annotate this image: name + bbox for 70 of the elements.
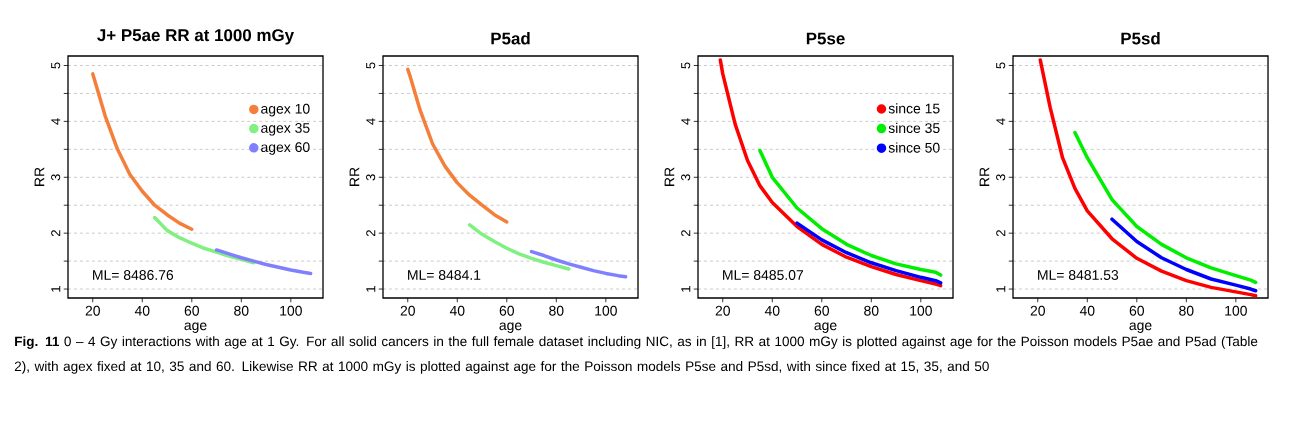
x-tick-label: 100 bbox=[595, 305, 617, 316]
x-axis-title: age bbox=[184, 322, 207, 333]
y-tick-label: 2 bbox=[681, 230, 691, 237]
x-tick-label: 60 bbox=[499, 305, 515, 316]
chart-title: P5sd bbox=[1121, 32, 1160, 45]
legend-label: since 15 bbox=[888, 103, 940, 114]
x-tick-label: 40 bbox=[1079, 305, 1095, 316]
x-tick-label: 80 bbox=[864, 305, 879, 316]
y-axis-title: RR bbox=[664, 167, 675, 186]
y-tick-label: 3 bbox=[681, 174, 691, 181]
y-tick-label: 3 bbox=[366, 174, 376, 181]
y-tick-label: 1 bbox=[681, 286, 691, 292]
y-tick-label: 2 bbox=[996, 230, 1006, 237]
x-axis-title: age bbox=[814, 322, 837, 333]
line-series bbox=[718, 58, 943, 288]
legend-label: agex 60 bbox=[261, 142, 310, 155]
line-series bbox=[406, 67, 509, 224]
legend-label: agex 35 bbox=[261, 122, 310, 136]
annotation: ML= 8484.1 bbox=[408, 270, 481, 280]
line-series bbox=[214, 248, 313, 276]
line-series bbox=[529, 249, 628, 279]
x-tick-label: 100 bbox=[1225, 305, 1247, 316]
x-tick-label: 40 bbox=[449, 305, 465, 316]
y-axis-title: RR bbox=[979, 167, 990, 186]
x-tick-label: 20 bbox=[400, 305, 415, 316]
y-tick-label: 1 bbox=[996, 286, 1006, 292]
x-tick-label: 100 bbox=[280, 305, 302, 316]
y-tick-label: 5 bbox=[996, 62, 1006, 69]
y-tick-label: 3 bbox=[51, 174, 61, 181]
text: Fig. 11 0 – 4 Gy interactions with age at 1 Gy. For all solid cancers in the full female dataset including NIC, as in [1], RR at 1000 mGy is plotted against age for the Poisson models P5ae and P5ad (Table 2), with agex fixed at 10, 35 and 60. Likewise RR at 1000 mGy is plotted against age for the Poisson models P5se and P5sd, with since fixed at 15, 35, and 50 bbox=[14, 336, 1258, 374]
x-tick-label: 60 bbox=[184, 305, 199, 316]
legend-label: since 35 bbox=[888, 122, 940, 134]
line-series bbox=[1038, 58, 1258, 298]
line-series bbox=[467, 223, 571, 271]
y-tick-label: 4 bbox=[681, 118, 691, 125]
y-tick-label: 5 bbox=[51, 62, 61, 69]
chart-title: J+ P5ae RR at 1000 mGy bbox=[97, 29, 294, 45]
annotation: ML= 8481.53 bbox=[1038, 270, 1119, 280]
x-tick-label: 60 bbox=[1129, 305, 1145, 316]
x-tick-label: 20 bbox=[85, 305, 100, 316]
x-tick-label: 80 bbox=[234, 305, 249, 316]
annotation: ML= 8486.76 bbox=[93, 270, 174, 280]
y-tick-label: 4 bbox=[51, 118, 61, 125]
x-tick-label: 60 bbox=[814, 305, 830, 316]
x-tick-label: 40 bbox=[134, 305, 150, 316]
y-tick-label: 1 bbox=[366, 286, 376, 292]
y-tick-label: 1 bbox=[51, 286, 61, 292]
annotation: ML= 8485.07 bbox=[723, 270, 804, 280]
x-tick-label: 20 bbox=[715, 305, 730, 316]
chart-title: P5ad bbox=[491, 32, 530, 45]
y-tick-label: 2 bbox=[51, 230, 61, 237]
legend-label: agex 10 bbox=[261, 103, 310, 117]
y-tick-label: 2 bbox=[366, 230, 376, 237]
y-axis-title: RR bbox=[34, 167, 45, 186]
y-tick-label: 5 bbox=[681, 62, 691, 69]
x-tick-label: 20 bbox=[1030, 305, 1045, 316]
y-axis-title: RR bbox=[349, 167, 360, 186]
chart-title: P5se bbox=[806, 32, 845, 45]
line-series bbox=[91, 72, 194, 231]
x-tick-label: 80 bbox=[1179, 305, 1194, 316]
x-tick-label: 40 bbox=[764, 305, 780, 316]
x-axis-title: age bbox=[499, 322, 522, 333]
y-tick-label: 4 bbox=[996, 118, 1006, 125]
legend-label: since 50 bbox=[888, 142, 940, 153]
y-tick-label: 3 bbox=[996, 174, 1006, 181]
x-tick-label: 100 bbox=[910, 305, 932, 316]
y-tick-label: 4 bbox=[366, 118, 376, 125]
x-axis-title: age bbox=[1129, 322, 1152, 333]
y-tick-label: 5 bbox=[366, 62, 376, 69]
x-tick-label: 80 bbox=[549, 305, 564, 316]
